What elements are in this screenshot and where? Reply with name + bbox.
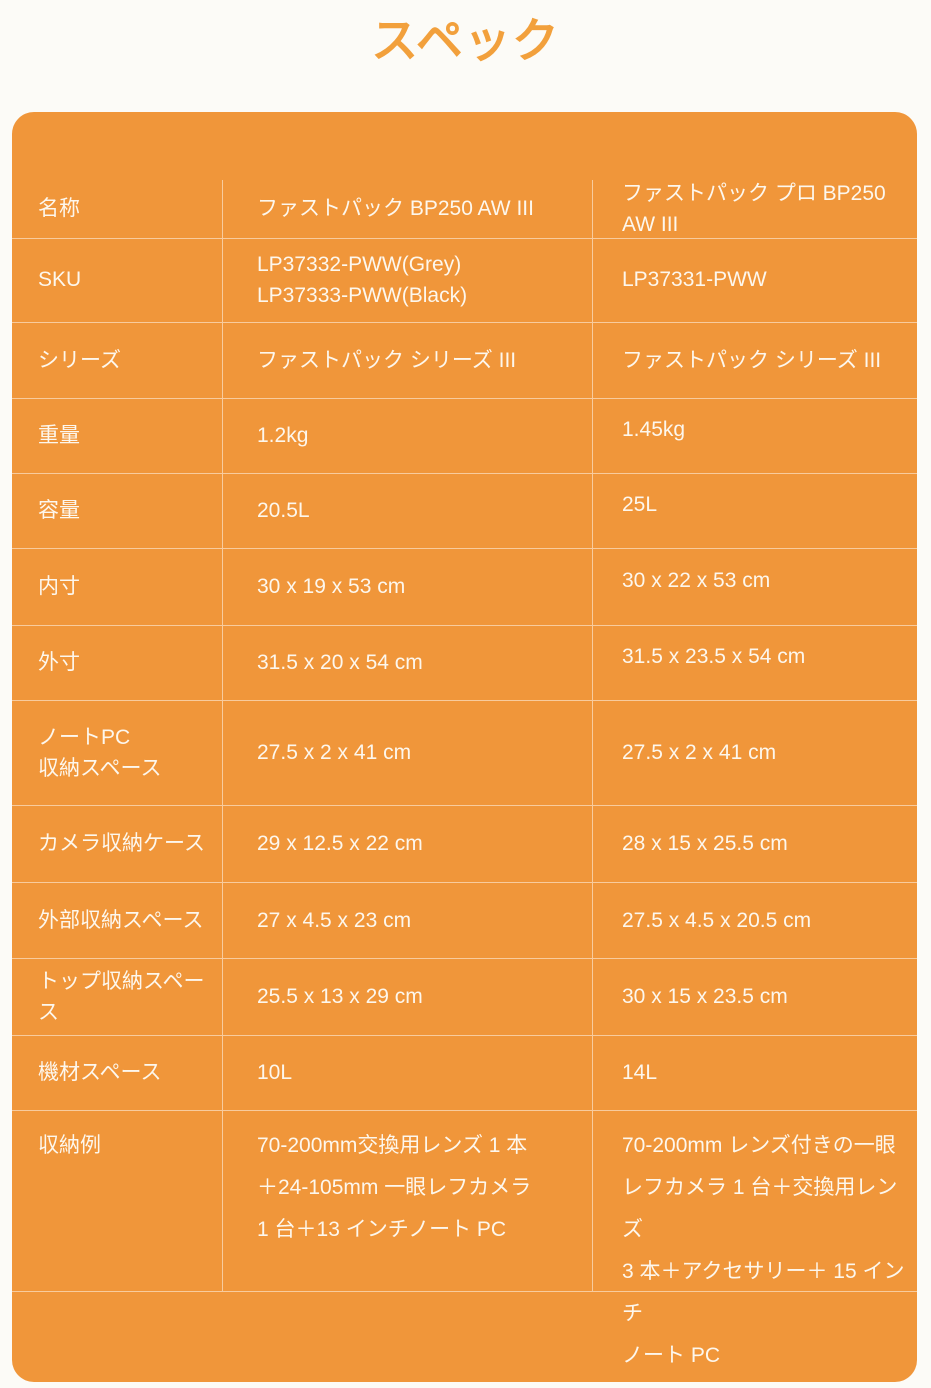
- table-row-storage-example: 収納例 70-200mm交換用レンズ 1 本 ＋24-105mm 一眼レフカメラ…: [12, 1110, 917, 1367]
- row-label: SKU: [12, 239, 223, 322]
- cell-product1: ファストパック シリーズ III: [223, 323, 593, 398]
- cell-product2: LP37331-PWW: [622, 268, 767, 292]
- cell-product1: 30 x 19 x 53 cm: [223, 549, 593, 625]
- row-label: 名称: [12, 180, 223, 238]
- row-label: 外部収納スペース: [12, 883, 223, 958]
- table-row-sku: SKU LP37332-PWW(Grey) LP37333-PWW(Black)…: [12, 238, 917, 322]
- row-label: シリーズ: [12, 323, 223, 398]
- cell-product1: 27.5 x 2 x 41 cm: [223, 701, 593, 805]
- row-label: 重量: [12, 399, 223, 473]
- cell-product2: 30 x 22 x 53 cm: [622, 569, 771, 593]
- table-row-inner-dims: 内寸 30 x 19 x 53 cm 30 x 22 x 53 cm: [12, 548, 917, 625]
- table-row-capacity: 容量 20.5L 25L: [12, 473, 917, 548]
- row-label: 収納例: [12, 1111, 223, 1291]
- row-label: ノートPC 収納スペース: [12, 701, 223, 805]
- cell-product2: 30 x 15 x 23.5 cm: [622, 985, 788, 1009]
- cell-product2: ファストパック プロ BP250 AW III: [622, 181, 886, 237]
- cell-product1: 70-200mm交換用レンズ 1 本 ＋24-105mm 一眼レフカメラ 1 台…: [223, 1111, 593, 1291]
- cell-product2: 31.5 x 23.5 x 54 cm: [622, 645, 806, 669]
- cell-product2: 14L: [622, 1061, 658, 1085]
- table-row-laptop-space: ノートPC 収納スペース 27.5 x 2 x 41 cm 27.5 x 2 x…: [12, 700, 917, 805]
- cell-product2: ファストパック シリーズ III: [622, 348, 882, 372]
- cell-product1: 10L: [223, 1036, 593, 1110]
- row-label: 外寸: [12, 626, 223, 700]
- row-label: 機材スペース: [12, 1036, 223, 1110]
- row-label: カメラ収納ケース: [12, 806, 223, 882]
- cell-product1: 1.2kg: [223, 399, 593, 473]
- table-row-weight: 重量 1.2kg 1.45kg: [12, 398, 917, 473]
- table-row-camera-case: カメラ収納ケース 29 x 12.5 x 22 cm 28 x 15 x 25.…: [12, 805, 917, 882]
- cell-product1: 20.5L: [223, 474, 593, 548]
- cell-product2: 27.5 x 4.5 x 20.5 cm: [622, 908, 812, 932]
- cell-product1: 25.5 x 13 x 29 cm: [223, 959, 593, 1035]
- spec-panel: 名称 ファストパック BP250 AW III ファストパック プロ BP250…: [12, 112, 917, 1382]
- cell-product1: 31.5 x 20 x 54 cm: [223, 626, 593, 700]
- cell-product1: 27 x 4.5 x 23 cm: [223, 883, 593, 958]
- table-row-series: シリーズ ファストパック シリーズ III ファストパック シリーズ III: [12, 322, 917, 398]
- row-label: 内寸: [12, 549, 223, 625]
- table-row-gear-space: 機材スペース 10L 14L: [12, 1035, 917, 1110]
- cell-product2: 70-200mm レンズ付きの一眼 レフカメラ 1 台＋交換用レンズ 3 本＋ア…: [622, 1134, 905, 1367]
- table-row-external-space: 外部収納スペース 27 x 4.5 x 23 cm 27.5 x 4.5 x 2…: [12, 882, 917, 958]
- table-row-name: 名称 ファストパック BP250 AW III ファストパック プロ BP250…: [12, 180, 917, 238]
- row-label: 容量: [12, 474, 223, 548]
- cell-product2: 1.45kg: [622, 418, 686, 442]
- cell-product1: ファストパック BP250 AW III: [223, 180, 593, 238]
- cell-product1: LP37332-PWW(Grey) LP37333-PWW(Black): [223, 239, 593, 322]
- cell-product1: 29 x 12.5 x 22 cm: [223, 806, 593, 882]
- spec-table: 名称 ファストパック BP250 AW III ファストパック プロ BP250…: [12, 180, 917, 1367]
- table-row-top-space: トップ収納スペース 25.5 x 13 x 29 cm 30 x 15 x 23…: [12, 958, 917, 1035]
- row-label: トップ収納スペース: [12, 959, 223, 1035]
- cell-product2: 27.5 x 2 x 41 cm: [622, 741, 777, 765]
- cell-product2: 25L: [622, 493, 658, 517]
- cell-product2: 28 x 15 x 25.5 cm: [622, 832, 788, 856]
- table-row-outer-dims: 外寸 31.5 x 20 x 54 cm 31.5 x 23.5 x 54 cm: [12, 625, 917, 700]
- page-title: スペック: [371, 14, 560, 67]
